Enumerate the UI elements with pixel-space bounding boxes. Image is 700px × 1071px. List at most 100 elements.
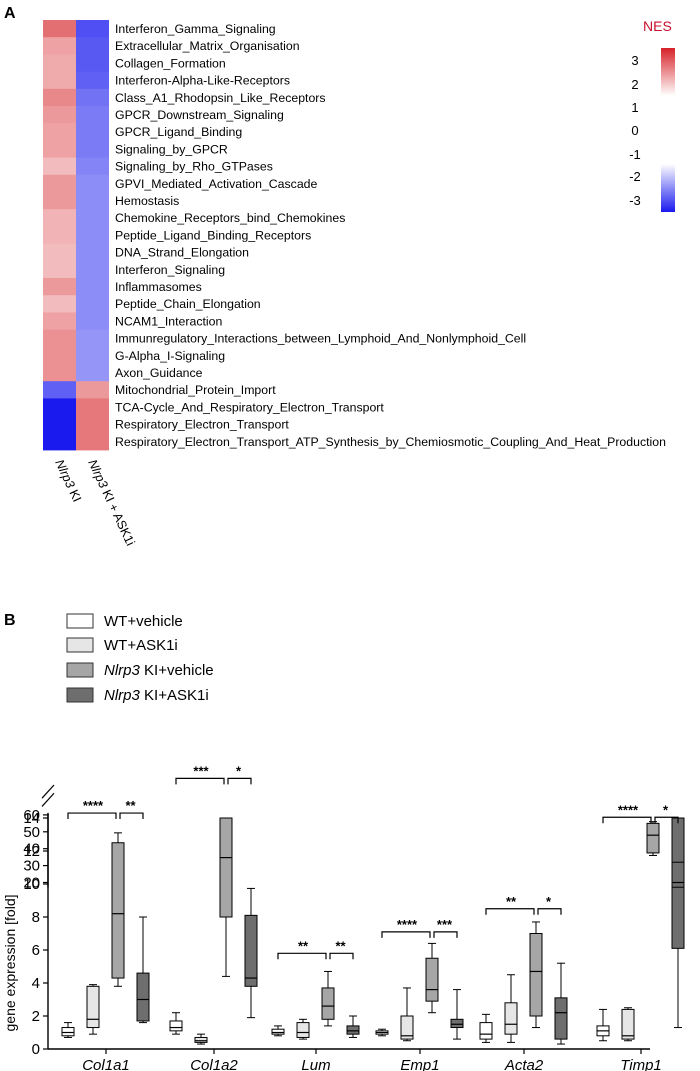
heatmap-cell (76, 106, 109, 124)
colorbar-tick: 3 (631, 53, 638, 68)
heatmap-cell (76, 20, 109, 38)
colorbar-tick: 1 (631, 100, 638, 115)
heatmap-row-label: Peptide_Chain_Elongation (115, 297, 261, 311)
x-tick-label: Acta2 (504, 1057, 544, 1071)
box-col1a2-3 (244, 887, 258, 1019)
box-body (529, 933, 543, 1017)
heatmap-cell (76, 381, 109, 399)
heatmap-row-label: Inflammasomes (115, 280, 202, 294)
x-tick-label: Emp1 (400, 1057, 439, 1071)
heatmap-row-label: Class_A1_Rhodopsin_Like_Receptors (115, 91, 326, 105)
bracket-line (537, 908, 562, 915)
significance-bracket: ** (485, 894, 535, 915)
box-body (400, 1015, 414, 1040)
heatmap-cell (76, 88, 109, 107)
heatmap-cell (43, 346, 76, 365)
heatmap-row-label: Interferon_Gamma_Signaling (115, 22, 276, 36)
heatmap-row-label: Immunregulatory_Interactions_between_Lym… (115, 332, 526, 346)
legend-label-italic: Nlrp3 (104, 662, 141, 679)
box-acta2-1 (504, 974, 518, 1043)
heatmap-cell (76, 140, 109, 158)
box-body (479, 1022, 493, 1040)
heatmap-row-label: Extracellular_Matrix_Organisation (115, 39, 300, 53)
legend-label-text: WT+ASK1i (104, 637, 178, 654)
heatmap-cell (76, 364, 109, 382)
significance-bracket: * (537, 894, 562, 915)
y-tick-label: 2 (32, 1008, 40, 1025)
heatmap-cell (76, 54, 109, 72)
legend-label-italic: Nlrp3 (104, 687, 141, 704)
y-axis-label: gene expression [fold] (2, 895, 18, 1032)
box-timp1-1 (621, 1007, 635, 1042)
heatmap-cell (76, 123, 109, 141)
significance-label: *** (193, 763, 209, 778)
heatmap-cell (76, 157, 109, 176)
heatmap-row-label: GPCR_Ligand_Binding (115, 125, 242, 139)
box-body (296, 1022, 310, 1038)
heatmap-row-label: Axon_Guidance (115, 366, 203, 380)
heatmap-cell (43, 415, 76, 434)
x-tick-label: Timp1 (620, 1057, 662, 1071)
heatmap-row-label: Chemokine_Receptors_bind_Chemokines (115, 211, 345, 225)
significance-label: ** (335, 938, 346, 953)
significance-label: * (236, 763, 242, 778)
panel-label-a: A (4, 5, 16, 22)
box-body (169, 1020, 183, 1032)
bracket-line (654, 816, 679, 824)
heatmap-row-label: Respiratory_Electron_Transport_ATP_Synth… (115, 435, 666, 449)
column-label-rest: KI + ASK1i (98, 484, 138, 548)
legend-label: Nlrp3 KI+ASK1i (104, 687, 209, 704)
heatmap-cell (76, 432, 109, 451)
y-tick-label: 14 (23, 810, 40, 827)
legend-swatch (66, 613, 94, 629)
legend-item: WT+ASK1i (66, 637, 178, 654)
heatmap-row-label: Peptide_Ligand_Binding_Receptors (115, 228, 311, 242)
axis-break-mark (41, 792, 55, 807)
heatmap-cell (76, 278, 109, 296)
box-body (450, 1018, 464, 1029)
colorbar-title: NES (643, 18, 672, 34)
y-tick-label: 0 (32, 1041, 40, 1058)
bracket-line (277, 952, 327, 960)
box-col1a1-3 (136, 916, 150, 1024)
x-tick-label: Col1a1 (82, 1057, 130, 1071)
y-tick-label: 60 (23, 807, 40, 824)
heatmap-row-label: Collagen_Formation (115, 56, 226, 70)
box-col1a1-2 (111, 832, 125, 987)
box-acta2-0 (479, 1013, 493, 1043)
box-emp1-1 (400, 987, 414, 1042)
heatmap-cell (43, 260, 76, 279)
y-tick-label: 8 (32, 909, 40, 926)
bracket-line (381, 931, 431, 938)
heatmap-cell (43, 364, 76, 382)
heatmap-column-label: Nlrp3 KI + ASK1i (85, 457, 137, 548)
colorbar-tick: 0 (631, 123, 638, 138)
box-body (621, 1008, 635, 1040)
heatmap-grid (43, 20, 109, 451)
box-body (346, 1025, 360, 1035)
heatmap-row-label: Signaling_by_GPCR (115, 142, 228, 156)
heatmap-cell (76, 295, 109, 313)
legend-item: WT+vehicle (66, 613, 183, 630)
heatmap-column-label: Nlrp3 KI (52, 457, 84, 504)
y-tick-label: 20 (23, 875, 40, 892)
heatmap-cell (43, 20, 76, 38)
colorbar-tick: -3 (629, 193, 641, 208)
colorbar-tick: -2 (629, 169, 641, 184)
significance-label: **** (618, 802, 639, 817)
box-body (86, 985, 100, 1029)
legend-swatch (66, 687, 94, 703)
y-tick-label: 10 (23, 876, 40, 893)
heatmap-cell (43, 71, 76, 90)
box-body (219, 817, 233, 918)
significance-label: ** (125, 798, 136, 813)
legend-swatch (66, 662, 94, 678)
bracket-line (175, 777, 225, 785)
significance-bracket: ** (277, 938, 327, 960)
box-emp1-2 (425, 942, 439, 1014)
bracket-line (119, 812, 144, 820)
box-body-upper (671, 861, 685, 888)
heatmap-cell (43, 398, 76, 416)
heatmap-row-label: Mitochondrial_Protein_Import (115, 383, 276, 397)
